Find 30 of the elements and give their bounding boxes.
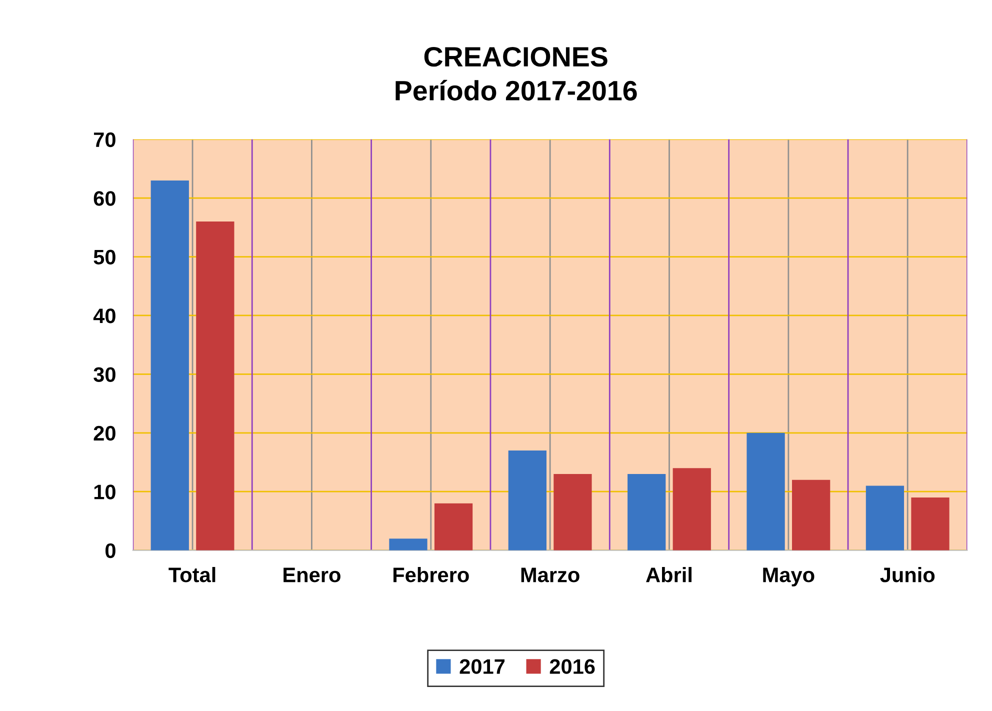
bar (196, 222, 234, 550)
x-tick-label: Febrero (393, 566, 469, 582)
y-tick-label: 0 (106, 543, 116, 558)
bar (911, 497, 950, 550)
bar (746, 432, 785, 550)
bar (792, 480, 830, 550)
y-tick-label: 30 (94, 367, 116, 382)
y-tick-label: 20 (94, 426, 116, 441)
bar (866, 486, 904, 550)
x-tick-label: Junio (880, 566, 935, 582)
bar (434, 503, 473, 550)
bar (389, 538, 428, 550)
x-tick-label: Marzo (521, 568, 580, 582)
y-tick-label: 50 (94, 250, 116, 265)
x-tick-label: Total (168, 566, 216, 582)
legend-label: 2017 (460, 659, 505, 674)
legend-label: 2016 (550, 659, 595, 674)
x-tick-label: Mayo (763, 568, 814, 586)
bar (508, 450, 546, 550)
bar (672, 468, 711, 550)
bar (628, 474, 666, 550)
chart-title: CREACIONES Período 2017-2016 (396, 46, 637, 101)
y-tick-label: 70 (94, 132, 116, 148)
y-tick-label: 40 (93, 308, 116, 324)
y-tick-label: 60 (94, 191, 116, 206)
x-tick-label: Enero (284, 568, 340, 582)
x-tick-label: Abril (646, 566, 692, 582)
y-tick-label: 10 (94, 484, 116, 500)
bar (150, 180, 189, 550)
bar (554, 474, 592, 550)
